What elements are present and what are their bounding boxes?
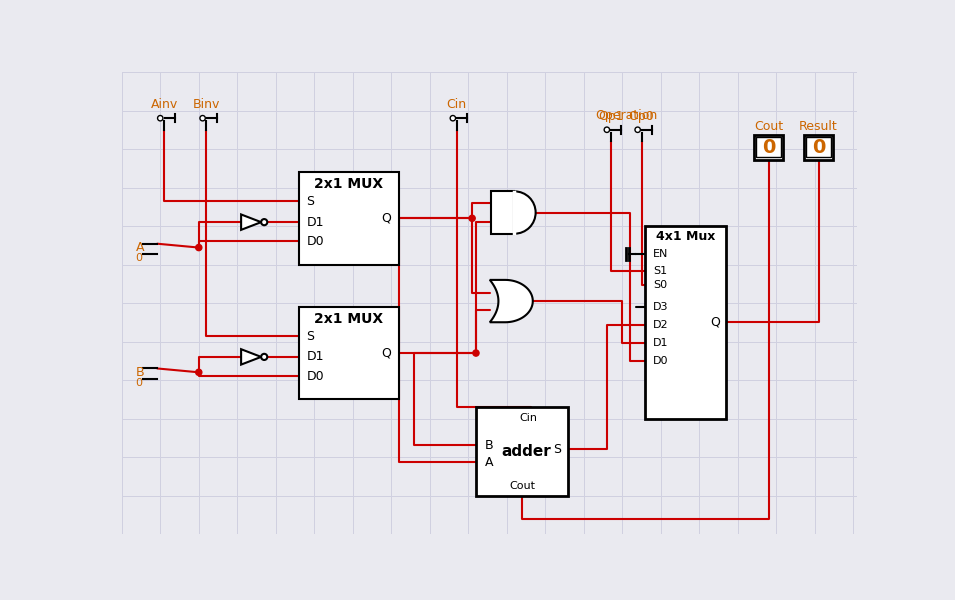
Text: Q: Q <box>381 212 392 225</box>
Circle shape <box>200 116 205 121</box>
Text: S0: S0 <box>653 280 668 290</box>
Text: S: S <box>307 195 314 208</box>
Circle shape <box>261 354 267 360</box>
Bar <box>492 191 515 234</box>
Bar <box>476 407 568 496</box>
Text: 0: 0 <box>812 138 825 157</box>
Bar <box>646 226 726 419</box>
Text: D1: D1 <box>307 350 324 364</box>
Circle shape <box>635 127 641 133</box>
Text: D3: D3 <box>653 302 668 312</box>
Text: Cin: Cin <box>520 413 538 423</box>
Text: B: B <box>485 439 494 452</box>
Text: Cin: Cin <box>447 98 467 111</box>
Wedge shape <box>515 191 536 234</box>
Text: Operation: Operation <box>595 109 657 122</box>
Text: 4x1 Mux: 4x1 Mux <box>656 230 715 243</box>
Text: 0: 0 <box>762 138 775 157</box>
Text: Op1: Op1 <box>598 110 624 123</box>
Text: D0: D0 <box>307 370 324 383</box>
Text: Binv: Binv <box>193 98 221 111</box>
Text: D0: D0 <box>307 235 324 248</box>
Circle shape <box>196 369 202 376</box>
Text: adder: adder <box>501 444 551 459</box>
Text: D2: D2 <box>653 320 668 329</box>
Text: D1: D1 <box>307 215 324 229</box>
Polygon shape <box>241 214 261 230</box>
Text: S: S <box>307 329 314 343</box>
Circle shape <box>469 215 476 221</box>
Text: 2x1 MUX: 2x1 MUX <box>314 178 384 191</box>
Text: Q: Q <box>711 316 720 329</box>
Text: Result: Result <box>799 120 838 133</box>
Circle shape <box>196 244 202 251</box>
Circle shape <box>158 116 163 121</box>
Text: EN: EN <box>653 249 668 259</box>
Bar <box>299 307 399 399</box>
Circle shape <box>261 219 267 225</box>
Text: S: S <box>553 443 561 456</box>
Text: Ainv: Ainv <box>151 98 178 111</box>
Circle shape <box>450 116 456 121</box>
Text: S1: S1 <box>653 266 668 275</box>
Text: D1: D1 <box>653 338 668 348</box>
Polygon shape <box>490 280 533 322</box>
Text: Q: Q <box>381 347 392 359</box>
Text: Cout: Cout <box>509 481 535 491</box>
Bar <box>756 137 781 157</box>
Text: 2x1 MUX: 2x1 MUX <box>314 312 384 326</box>
Polygon shape <box>241 349 261 365</box>
Text: D0: D0 <box>653 356 668 366</box>
Text: Op0: Op0 <box>628 110 654 123</box>
Text: B: B <box>136 366 144 379</box>
Text: A: A <box>136 241 144 254</box>
Text: Cout: Cout <box>754 120 783 133</box>
Text: 0: 0 <box>136 253 142 263</box>
Circle shape <box>473 350 479 356</box>
Bar <box>299 172 399 265</box>
Circle shape <box>605 127 609 133</box>
Bar <box>806 137 831 157</box>
Text: 0: 0 <box>136 378 142 388</box>
Text: A: A <box>485 456 494 469</box>
Bar <box>753 135 783 160</box>
Bar <box>804 135 834 160</box>
